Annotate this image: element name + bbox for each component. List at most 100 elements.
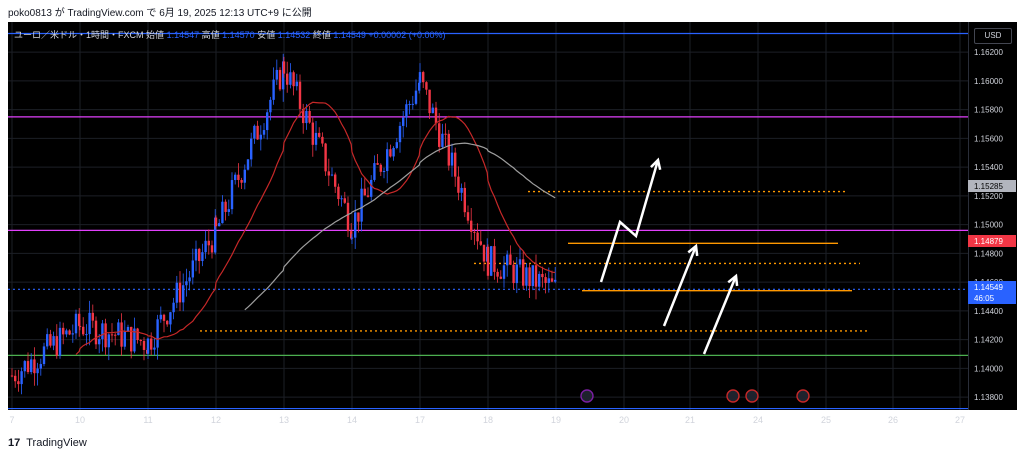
symbol-name: ユーロ／米ドル・1時間・FXCM xyxy=(14,30,144,40)
projection-arrow-line xyxy=(702,275,738,355)
x-tick-label: 25 xyxy=(821,415,831,425)
candle-body xyxy=(227,209,230,212)
x-tick-label: 27 xyxy=(955,415,965,425)
candle-body xyxy=(311,122,314,145)
candle-body xyxy=(486,246,490,276)
candle-body xyxy=(256,125,259,140)
projection-arrow-head xyxy=(687,243,699,257)
candle-body xyxy=(221,201,224,224)
candle-body xyxy=(262,130,266,135)
candle-body xyxy=(350,237,354,239)
candle-body xyxy=(46,334,49,347)
tradingview-logo-icon: 17 xyxy=(8,437,21,449)
candle-body xyxy=(414,90,418,104)
candle-body xyxy=(531,265,534,287)
candle-body xyxy=(360,188,363,222)
candle-body xyxy=(266,112,269,131)
projection-arrow-line xyxy=(599,159,660,283)
candle-body xyxy=(146,338,150,354)
candle-body xyxy=(398,125,402,143)
candle-body xyxy=(395,142,398,148)
candle-body xyxy=(214,217,217,253)
candle-body xyxy=(346,202,350,232)
candle-body xyxy=(153,347,156,350)
candle-body xyxy=(515,264,518,284)
candle-body xyxy=(493,246,496,272)
publish-info-bar: poko0813 が TradingView.com で 6月 19, 2025… xyxy=(0,0,1024,22)
candle-body xyxy=(210,245,214,253)
candle-body xyxy=(136,328,139,341)
candle-body xyxy=(126,326,130,332)
change-value: +0.00002 (+0.00%) xyxy=(368,30,446,40)
x-tick-label: 20 xyxy=(619,415,629,425)
candle-body xyxy=(139,340,142,342)
candle-body xyxy=(166,320,169,325)
candle-body xyxy=(466,212,470,221)
candle-body xyxy=(123,331,126,347)
candle-body xyxy=(334,174,337,187)
candle-body xyxy=(314,132,318,145)
candle-body xyxy=(98,339,101,345)
candle-body xyxy=(302,108,305,124)
y-tick-label: 1.15000 xyxy=(974,221,1003,230)
price-axis-label-bg xyxy=(968,281,1016,293)
candle-body xyxy=(528,267,531,287)
x-tick-label: 24 xyxy=(753,415,763,425)
candle-body xyxy=(169,312,172,325)
x-tick-label: 18 xyxy=(483,415,493,425)
candle-body xyxy=(512,264,515,284)
currency-button[interactable]: USD xyxy=(974,28,1012,44)
candle-body xyxy=(428,89,431,114)
candle-body xyxy=(418,72,422,83)
candle-body xyxy=(214,217,218,227)
candle-body xyxy=(441,133,444,147)
candle-body xyxy=(240,179,243,183)
candle-body xyxy=(246,159,250,170)
candle-body xyxy=(318,132,321,137)
candle-body xyxy=(156,319,159,348)
candle-body xyxy=(218,223,221,227)
candle-body xyxy=(68,330,71,335)
candle-body xyxy=(114,334,117,336)
candle-body xyxy=(172,302,175,313)
candle-body xyxy=(191,260,194,278)
candle-body xyxy=(159,314,162,320)
candle-body xyxy=(425,82,428,90)
candle-body xyxy=(482,244,486,262)
x-tick-label: 7 xyxy=(9,415,14,425)
candle-body xyxy=(36,368,39,374)
candle-body xyxy=(162,314,166,321)
candle-body xyxy=(534,265,538,287)
x-tick-label: 11 xyxy=(143,415,152,425)
candle-body xyxy=(402,117,405,126)
price-axis[interactable] xyxy=(968,22,1017,410)
candle-body xyxy=(85,334,88,336)
candle-body xyxy=(444,133,447,135)
candle-body xyxy=(447,133,450,166)
candle-body xyxy=(62,327,65,335)
candle-body xyxy=(376,163,379,165)
candle-body xyxy=(321,136,324,144)
candle-body xyxy=(275,69,278,80)
y-tick-label: 1.16200 xyxy=(974,48,1003,57)
candle-body xyxy=(541,273,544,278)
candle-body xyxy=(259,134,262,140)
price-axis-label: 1.14549 xyxy=(974,283,1003,292)
candle-body xyxy=(473,231,476,233)
candle-body xyxy=(224,201,227,212)
candle-body xyxy=(479,241,482,245)
y-tick-label: 1.14800 xyxy=(974,249,1003,258)
candle-body xyxy=(450,152,454,166)
close-value: 1.14549 xyxy=(333,30,366,40)
candle-body xyxy=(550,278,554,282)
y-tick-label: 1.15400 xyxy=(974,163,1003,172)
candle-body xyxy=(286,73,289,85)
candle-body xyxy=(188,277,191,282)
candle-body xyxy=(198,248,201,262)
candle-body xyxy=(201,252,204,262)
candle-body xyxy=(502,265,506,279)
price-axis-label-bg xyxy=(968,292,1016,304)
high-label: 高値 xyxy=(201,30,220,40)
candle-body xyxy=(194,248,198,261)
projection-arrow-line xyxy=(662,245,698,327)
